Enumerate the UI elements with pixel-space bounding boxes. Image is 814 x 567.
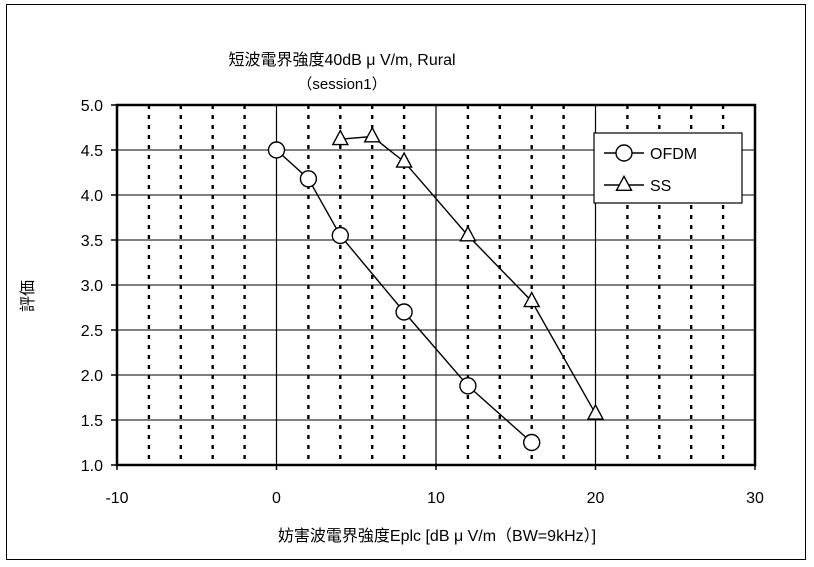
data-point-ofdm [523, 433, 541, 452]
x-tick-label: -10 [105, 490, 128, 507]
data-point-ofdm [299, 170, 318, 188]
y-axis-label: 評価 [19, 280, 37, 312]
grid [117, 105, 755, 465]
x-tick-label: 0 [272, 490, 281, 507]
series-ofdm [267, 141, 541, 452]
y-tick-label: 4.0 [81, 188, 103, 205]
legend-label-ofdm: OFDM [650, 146, 697, 163]
y-tick-label: 2.0 [81, 368, 103, 385]
legend-marker-ss [615, 174, 633, 192]
data-point-ss [459, 225, 477, 242]
data-point-ss [586, 403, 605, 420]
y-tick-label: 2.5 [81, 323, 103, 340]
data-point-ss [523, 291, 541, 308]
chart-title: 短波電界強度40dB μ V/m, Rural [228, 51, 455, 69]
y-tick-label: 4.5 [81, 143, 103, 160]
axes: 1.0 1.5 2.0 2.5 3.0 3.5 4.0 4.5 5.0 -10 0 10 20 30 [81, 98, 764, 507]
chart-frame: 短波電界強度40dB μ V/m, Rural （session1） 1.0 1.… [6, 4, 806, 560]
x-tick-label: 30 [746, 490, 764, 507]
x-tick-label: 20 [587, 490, 605, 507]
data-point-ss [395, 151, 413, 168]
x-tick-label: 10 [427, 490, 445, 507]
line-chart: 短波電界強度40dB μ V/m, Rural （session1） 1.01.… [19, 51, 764, 545]
y-tick-label: 1.0 [81, 458, 103, 475]
legend-label-ss: SS [650, 178, 671, 195]
y-tick-label: 3.5 [81, 233, 103, 250]
legend-box [593, 132, 743, 204]
data-point-ofdm [331, 226, 349, 245]
y-tick-label: 3.0 [81, 278, 103, 295]
series-layer [267, 126, 605, 452]
y-tick-label: 5.0 [81, 98, 103, 115]
data-point-ofdm [395, 303, 413, 321]
data-point-ss [363, 126, 381, 143]
y-tick-label: 1.5 [81, 413, 103, 430]
data-point-ofdm [267, 141, 286, 159]
legend: OFDM SS [593, 132, 743, 204]
chart-subtitle: （session1） [297, 76, 386, 93]
x-axis-label: 妨害波電界強度Eplc [dB μ V/m（BW=9kHz）] [278, 527, 596, 545]
data-point-ofdm [459, 377, 477, 395]
data-point-ss [331, 129, 349, 146]
legend-marker-ofdm [615, 144, 633, 162]
series-ss [331, 126, 605, 420]
